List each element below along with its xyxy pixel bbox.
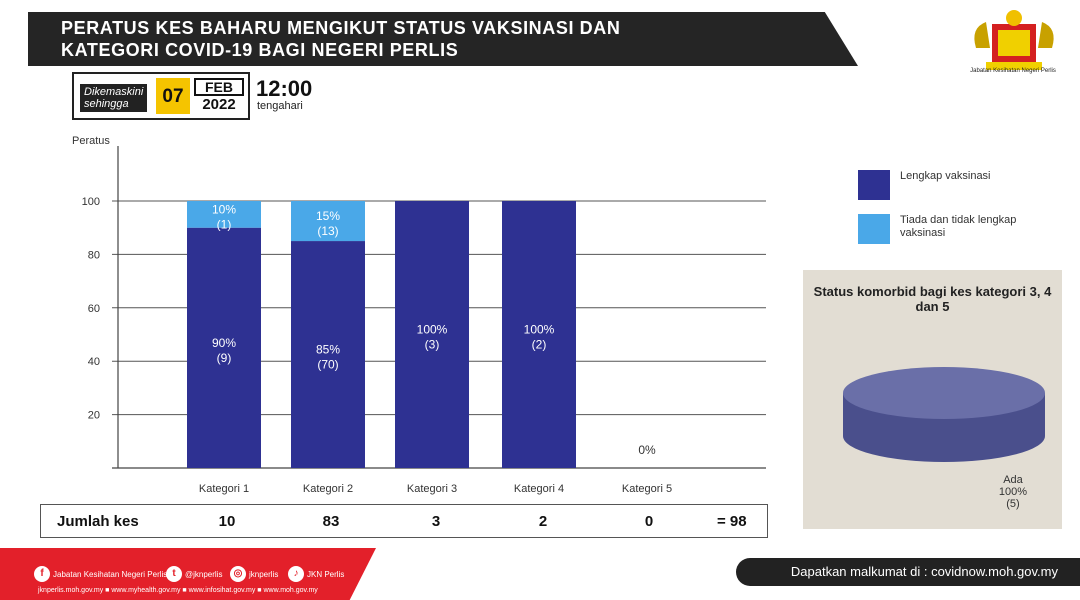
facebook-icon: f (34, 566, 50, 582)
x-tick-label: Kategori 1 (199, 483, 249, 495)
bar-count-label: (13) (317, 224, 338, 238)
update-time-note: tengahari (257, 100, 303, 112)
bar-pct-label: 100% (417, 323, 448, 337)
chart-legend: Lengkap vaksinasi Tiada dan tidak lengka… (858, 170, 1060, 258)
tiktok-icon: ♪ (288, 566, 304, 582)
totals-table: Jumlah kes 10 83 3 2 0 = 98 (40, 504, 768, 538)
bar-count-label: (3) (425, 338, 440, 352)
update-label-line-2: sehingga (84, 98, 129, 110)
update-month-year: FEB 2022 (194, 78, 244, 114)
legend-item-complete: Lengkap vaksinasi (858, 170, 1060, 200)
update-day: 07 (156, 78, 190, 114)
x-tick-label: Kategori 5 (622, 483, 672, 495)
social-bar (0, 548, 376, 600)
bar-count-label: (1) (217, 217, 232, 231)
legend-swatch-incomplete (858, 214, 890, 244)
y-tick-label: 60 (88, 303, 100, 315)
comorbid-panel: Status komorbid bagi kes kategori 3, 4 d… (803, 270, 1062, 529)
title-line-2: KATEGORI COVID-19 BAGI NEGERI PERLIS (61, 40, 459, 60)
legend-label-incomplete: Tiada dan tidak lengkap vaksinasi (900, 214, 1017, 239)
update-label-line-1: Dikemaskini (84, 86, 144, 98)
instagram-icon: ◎ (230, 566, 246, 582)
bar-incomplete (291, 201, 365, 242)
bar-complete (187, 227, 261, 468)
social-facebook-label: Jabatan Kesihatan Negeri Perlis (53, 569, 168, 579)
comorbid-slice-pct: 100% (998, 486, 1028, 498)
y-tick-label: 40 (88, 356, 100, 368)
bar-pct-label: 100% (524, 323, 555, 337)
bar-count-label: (2) (532, 338, 547, 352)
comorbid-pie (843, 367, 1045, 462)
totals-label: Jumlah kes (57, 513, 139, 530)
bar-pct-label: 85% (316, 343, 340, 357)
grand-total: = 98 (717, 513, 747, 530)
x-tick-label: Kategori 2 (303, 483, 353, 495)
social-tiktok-label: JKN Perlis (307, 569, 345, 579)
total-cell: 83 (322, 513, 340, 530)
social-twitter-label: @jknperlis (185, 569, 223, 579)
bar-complete (291, 241, 365, 468)
total-cell: 3 (431, 513, 441, 530)
bar-pct-label: 15% (316, 209, 340, 223)
update-time: 12:00 (256, 76, 313, 101)
bar-count-label: (70) (317, 358, 338, 372)
social-facebook[interactable]: f Jabatan Kesihatan Negeri Perlis (34, 565, 167, 583)
social-instagram[interactable]: ◎ jknperlis (230, 565, 278, 583)
y-tick-label: 100 (82, 196, 100, 208)
bar-complete (395, 201, 469, 468)
bar-pct-label: 10% (212, 202, 236, 216)
logo-caption: Jabatan Kesihatan Negeri Perlis (970, 68, 1056, 74)
title-line-1: PERATUS KES BAHARU MENGIKUT STATUS VAKSI… (61, 18, 621, 38)
bar-complete (502, 201, 576, 468)
y-tick-label: 20 (88, 410, 100, 422)
social-twitter[interactable]: t @jknperlis (166, 565, 222, 583)
comorbid-title: Status komorbid bagi kes kategori 3, 4 d… (813, 284, 1052, 314)
update-label: Dikemaskini sehingga (80, 84, 148, 112)
update-year: 2022 (202, 96, 236, 113)
total-cell: 10 (218, 513, 236, 530)
y-axis-title: Peratus (72, 135, 110, 147)
legend-label-complete: Lengkap vaksinasi (900, 170, 991, 182)
y-tick-label: 80 (88, 249, 100, 261)
title-banner: PERATUS KES BAHARU MENGIKUT STATUS VAKSI… (28, 12, 858, 66)
social-tiktok[interactable]: ♪ JKN Perlis (288, 565, 344, 583)
footer-links[interactable]: jknperlis.moh.gov.my ■ www.myhealth.gov.… (38, 587, 318, 594)
comorbid-slice-name: Ada (1003, 474, 1023, 486)
bar-zero-label: 0% (638, 443, 656, 457)
bar-count-label: (9) (217, 351, 232, 365)
update-box: Dikemaskini sehingga 07 FEB 2022 (72, 72, 250, 120)
comorbid-slice-count: (5) (1006, 498, 1020, 510)
bar-incomplete (187, 201, 261, 228)
social-instagram-label: jknperlis (249, 569, 279, 579)
legend-item-incomplete: Tiada dan tidak lengkap vaksinasi (858, 214, 1060, 244)
comorbid-slice-label: Ada 100% (5) (973, 474, 1053, 510)
bar-pct-label: 90% (212, 336, 236, 350)
total-cell: 2 (538, 513, 548, 530)
info-bar[interactable]: Dapatkan malkumat di : covidnow.moh.gov.… (736, 558, 1080, 586)
x-tick-label: Kategori 3 (407, 483, 457, 495)
comorbid-pie-top (843, 367, 1045, 419)
total-cell: 0 (644, 513, 654, 530)
coat-of-arms-logo (974, 10, 1054, 70)
legend-swatch-complete (858, 170, 890, 200)
x-tick-label: Kategori 4 (514, 483, 564, 495)
twitter-icon: t (166, 566, 182, 582)
page-title: PERATUS KES BAHARU MENGIKUT STATUS VAKSI… (61, 17, 620, 61)
update-month: FEB (194, 78, 244, 96)
